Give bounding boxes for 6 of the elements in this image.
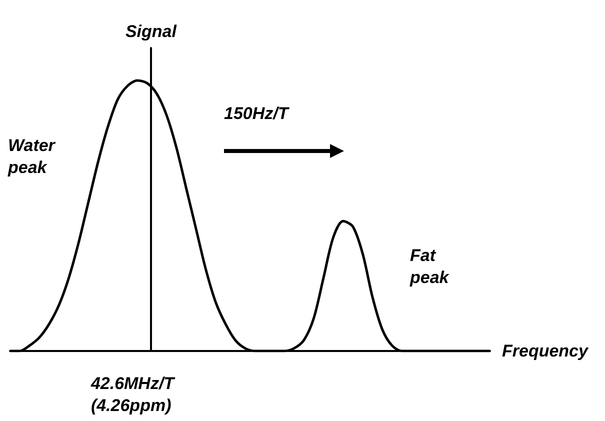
annotation: Water peak [8,135,55,179]
x-axis-title: Frequency [502,342,590,360]
y-axis-title: Signal [125,22,178,41]
text: 42.6MHz/T (4.26ppm) [90,373,174,417]
annotation: 150Hz/T [224,103,288,125]
annotation: Fat peak [410,245,449,289]
